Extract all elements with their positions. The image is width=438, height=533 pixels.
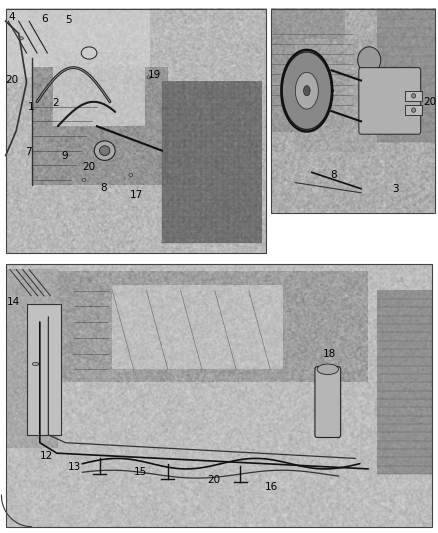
Ellipse shape: [282, 52, 332, 130]
Text: 8: 8: [330, 170, 336, 180]
FancyBboxPatch shape: [315, 367, 341, 438]
Text: 20: 20: [423, 97, 436, 107]
Bar: [271, 9, 435, 213]
Ellipse shape: [295, 72, 318, 109]
Text: 20: 20: [207, 475, 220, 485]
Bar: [405, 105, 422, 115]
Text: 4: 4: [9, 12, 15, 22]
Text: 1: 1: [28, 102, 35, 112]
Ellipse shape: [94, 141, 115, 160]
Text: 18: 18: [323, 349, 336, 359]
Text: 16: 16: [265, 482, 278, 492]
Ellipse shape: [32, 362, 39, 366]
Ellipse shape: [412, 94, 416, 98]
Text: 2: 2: [52, 98, 59, 108]
Text: 5: 5: [65, 15, 71, 25]
Bar: [6, 264, 432, 527]
FancyBboxPatch shape: [359, 68, 420, 134]
Ellipse shape: [147, 76, 151, 79]
Text: 15: 15: [134, 467, 147, 477]
Ellipse shape: [304, 86, 310, 96]
Ellipse shape: [19, 37, 23, 40]
Text: 3: 3: [392, 184, 399, 194]
Ellipse shape: [82, 179, 86, 182]
Ellipse shape: [129, 173, 133, 176]
Bar: [6, 9, 266, 253]
Text: 9: 9: [62, 151, 68, 161]
Text: 20: 20: [82, 162, 95, 172]
Text: 7: 7: [25, 147, 32, 157]
FancyBboxPatch shape: [27, 304, 61, 435]
Bar: [405, 91, 422, 101]
Text: 20: 20: [5, 75, 18, 85]
Text: 13: 13: [68, 462, 81, 472]
Text: 12: 12: [39, 451, 53, 461]
Ellipse shape: [317, 364, 339, 375]
Text: 6: 6: [41, 14, 48, 24]
Text: 8: 8: [100, 183, 107, 193]
Ellipse shape: [358, 47, 381, 74]
Text: 17: 17: [129, 190, 143, 199]
Text: 14: 14: [7, 297, 20, 308]
Ellipse shape: [81, 47, 97, 59]
Ellipse shape: [412, 108, 416, 112]
Text: 19: 19: [148, 70, 161, 80]
Ellipse shape: [99, 146, 110, 156]
